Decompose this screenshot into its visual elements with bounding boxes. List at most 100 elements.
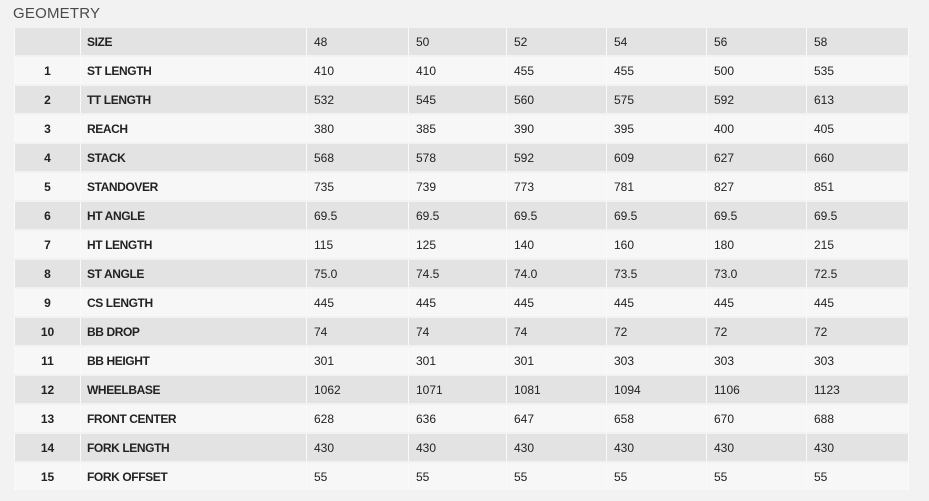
row-value: 430 (806, 433, 909, 463)
row-value: 74.5 (408, 259, 507, 289)
row-value: 535 (806, 56, 909, 86)
row-value: 578 (408, 143, 507, 173)
row-value: 55 (706, 462, 807, 492)
row-index: 13 (14, 404, 81, 434)
row-label: STACK (80, 143, 307, 173)
row-value: 69.5 (706, 201, 807, 231)
row-value: 445 (408, 288, 507, 318)
row-index: 3 (14, 114, 81, 144)
row-index: 9 (14, 288, 81, 318)
row-value: 560 (506, 85, 607, 115)
row-index: 4 (14, 143, 81, 173)
table-row: 7 HT LENGTH 115 125 140 160 180 215 (14, 230, 909, 260)
row-value: 613 (806, 85, 909, 115)
row-value: 1123 (806, 375, 909, 405)
row-index: 14 (14, 433, 81, 463)
row-label: CS LENGTH (80, 288, 307, 318)
row-value: 455 (506, 56, 607, 86)
row-value: 430 (408, 433, 507, 463)
table-row: 3 REACH 380 385 390 395 400 405 (14, 114, 909, 144)
row-value: 575 (606, 85, 707, 115)
row-value: 72 (606, 317, 707, 347)
row-value: 75.0 (306, 259, 409, 289)
row-index: 1 (14, 56, 81, 86)
row-value: 69.5 (408, 201, 507, 231)
size-52: 52 (506, 28, 607, 57)
row-value: 445 (506, 288, 607, 318)
row-value: 455 (606, 56, 707, 86)
row-value: 628 (306, 404, 409, 434)
row-label: BB DROP (80, 317, 307, 347)
row-value: 568 (306, 143, 409, 173)
table-row: 11 BB HEIGHT 301 301 301 303 303 303 (14, 346, 909, 376)
row-label: BB HEIGHT (80, 346, 307, 376)
row-label: HT ANGLE (80, 201, 307, 231)
size-48: 48 (306, 28, 409, 57)
row-value: 636 (408, 404, 507, 434)
row-value: 73.5 (606, 259, 707, 289)
row-value: 658 (606, 404, 707, 434)
row-index: 8 (14, 259, 81, 289)
size-50: 50 (408, 28, 507, 57)
table-row: 12 WHEELBASE 1062 1071 1081 1094 1106 1123 (14, 375, 909, 405)
row-value: 430 (306, 433, 409, 463)
row-value: 69.5 (506, 201, 607, 231)
row-value: 660 (806, 143, 909, 173)
row-value: 303 (806, 346, 909, 376)
row-value: 430 (506, 433, 607, 463)
row-value: 445 (306, 288, 409, 318)
row-value: 115 (306, 230, 409, 260)
row-value: 72 (706, 317, 807, 347)
row-value: 72.5 (806, 259, 909, 289)
row-value: 301 (306, 346, 409, 376)
row-value: 627 (706, 143, 807, 173)
row-value: 395 (606, 114, 707, 144)
row-label: FORK LENGTH (80, 433, 307, 463)
row-label: STANDOVER (80, 172, 307, 202)
table-row: 4 STACK 568 578 592 609 627 660 (14, 143, 909, 173)
row-label: FORK OFFSET (80, 462, 307, 492)
row-index: 5 (14, 172, 81, 202)
row-value: 405 (806, 114, 909, 144)
row-index: 11 (14, 346, 81, 376)
row-value: 301 (506, 346, 607, 376)
size-56: 56 (706, 28, 807, 57)
row-value: 500 (706, 56, 807, 86)
row-value: 125 (408, 230, 507, 260)
geometry-table: SIZE 48 50 52 54 56 58 1 ST LENGTH 410 410 4… (14, 28, 909, 492)
row-value: 545 (408, 85, 507, 115)
row-label: ST ANGLE (80, 259, 307, 289)
row-value: 55 (408, 462, 507, 492)
row-value: 73.0 (706, 259, 807, 289)
row-value: 445 (806, 288, 909, 318)
row-value: 670 (706, 404, 807, 434)
row-value: 55 (806, 462, 909, 492)
row-value: 74 (306, 317, 409, 347)
row-index: 7 (14, 230, 81, 260)
row-value: 69.5 (306, 201, 409, 231)
row-value: 74 (408, 317, 507, 347)
size-54: 54 (606, 28, 707, 57)
row-value: 385 (408, 114, 507, 144)
row-value: 215 (806, 230, 909, 260)
row-value: 400 (706, 114, 807, 144)
row-value: 74 (506, 317, 607, 347)
row-index: 6 (14, 201, 81, 231)
row-value: 851 (806, 172, 909, 202)
row-label: REACH (80, 114, 307, 144)
row-value: 74.0 (506, 259, 607, 289)
table-row: 5 STANDOVER 735 739 773 781 827 851 (14, 172, 909, 202)
table-row: 13 FRONT CENTER 628 636 647 658 670 688 (14, 404, 909, 434)
row-value: 160 (606, 230, 707, 260)
row-value: 1062 (306, 375, 409, 405)
row-value: 1071 (408, 375, 507, 405)
row-value: 688 (806, 404, 909, 434)
row-value: 735 (306, 172, 409, 202)
row-value: 72 (806, 317, 909, 347)
row-value: 647 (506, 404, 607, 434)
row-value: 1106 (706, 375, 807, 405)
size-58: 58 (806, 28, 909, 57)
row-label: ST LENGTH (80, 56, 307, 86)
row-index: 2 (14, 85, 81, 115)
row-value: 303 (606, 346, 707, 376)
